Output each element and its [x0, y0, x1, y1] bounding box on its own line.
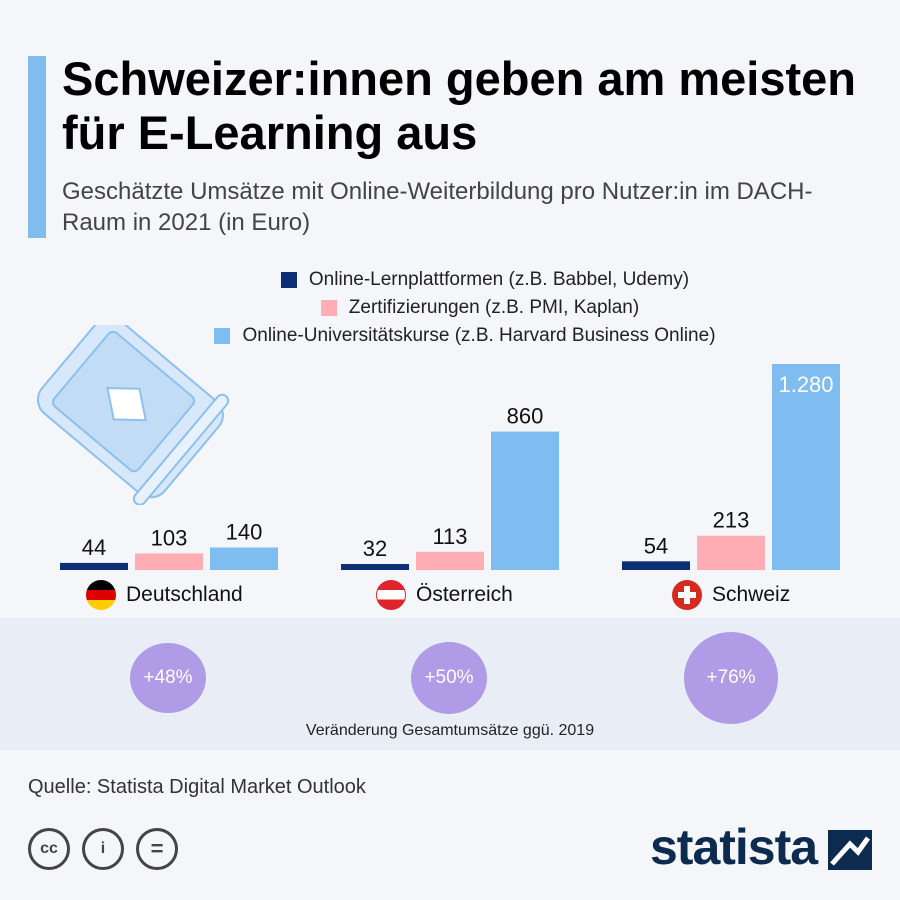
data-label: 860 — [507, 404, 544, 429]
legend-swatch — [280, 272, 297, 288]
tablet-graduation-cap-illustration — [36, 325, 230, 505]
bar-deutschland-s2 — [210, 547, 278, 570]
bar-österreich-s2 — [491, 431, 559, 570]
data-label: 32 — [363, 536, 387, 561]
no-derivatives-icon[interactable]: = — [136, 828, 178, 870]
legend-swatch — [214, 328, 231, 344]
chart-subtitle: Geschätzte Umsätze mit Online-Weiterbild… — [62, 178, 813, 236]
statista-logo-mark — [828, 830, 872, 870]
cc-icon[interactable]: cc — [28, 828, 70, 870]
change-bubble-oesterreich: +50% — [411, 642, 487, 714]
bar-österreich-s0 — [341, 564, 409, 570]
change-bubble-deutschland: +48% — [130, 643, 206, 713]
austria-flag-icon — [376, 580, 406, 610]
data-label: 140 — [226, 519, 263, 544]
data-label: 1.280 — [778, 372, 833, 397]
legend-item: Online-Universitätskurse (z.B. Harvard B… — [30, 322, 900, 350]
bar-deutschland-s0 — [60, 562, 128, 570]
bar-deutschland-s1 — [135, 553, 203, 570]
legend-swatch — [320, 300, 337, 316]
data-label: 103 — [151, 525, 188, 550]
statista-logo[interactable]: statista — [650, 819, 818, 875]
legend-label: Online-Universitätskurse (z.B. Harvard B… — [242, 325, 716, 346]
attribution-icon[interactable]: i — [82, 828, 124, 870]
switzerland-flag-icon — [672, 580, 702, 610]
chart-title: Schweizer:innen geben am meisten für E-L… — [62, 52, 856, 159]
change-caption: Veränderung Gesamtumsätze ggü. 2019 — [305, 722, 595, 739]
data-label: 113 — [432, 524, 467, 549]
bar-österreich-s1 — [416, 551, 484, 570]
legend: Online-Lernplattformen (z.B. Babbel, Ude… — [0, 266, 900, 350]
legend-label: Online-Lernplattformen (z.B. Babbel, Ude… — [308, 269, 690, 290]
bar-schweiz-s0 — [622, 561, 690, 570]
country-label-schweiz: Schweiz — [672, 580, 790, 610]
legend-item: Online-Lernplattformen (z.B. Babbel, Ude… — [70, 266, 900, 294]
bar-chart: 44 32 54 103 113 213 140 860 1.280 — [60, 364, 840, 570]
bar-schweiz-s1 — [697, 535, 765, 570]
legend-label: Zertifizierungen (z.B. PMI, Kaplan) — [348, 297, 640, 318]
data-label: 213 — [713, 508, 750, 533]
germany-flag-icon — [86, 580, 116, 610]
title-accent-bar — [28, 56, 46, 238]
source: Quelle: Statista Digital Market Outlook — [28, 776, 366, 798]
change-bubble-schweiz: +76% — [684, 632, 778, 724]
data-label: 44 — [82, 535, 106, 560]
bar-schweiz-s2 — [772, 364, 840, 570]
legend-item: Zertifizierungen (z.B. PMI, Kaplan) — [60, 294, 900, 322]
data-label: 54 — [644, 533, 668, 558]
country-label-oesterreich: Österreich — [376, 580, 513, 610]
country-label-deutschland: Deutschland — [86, 580, 243, 610]
